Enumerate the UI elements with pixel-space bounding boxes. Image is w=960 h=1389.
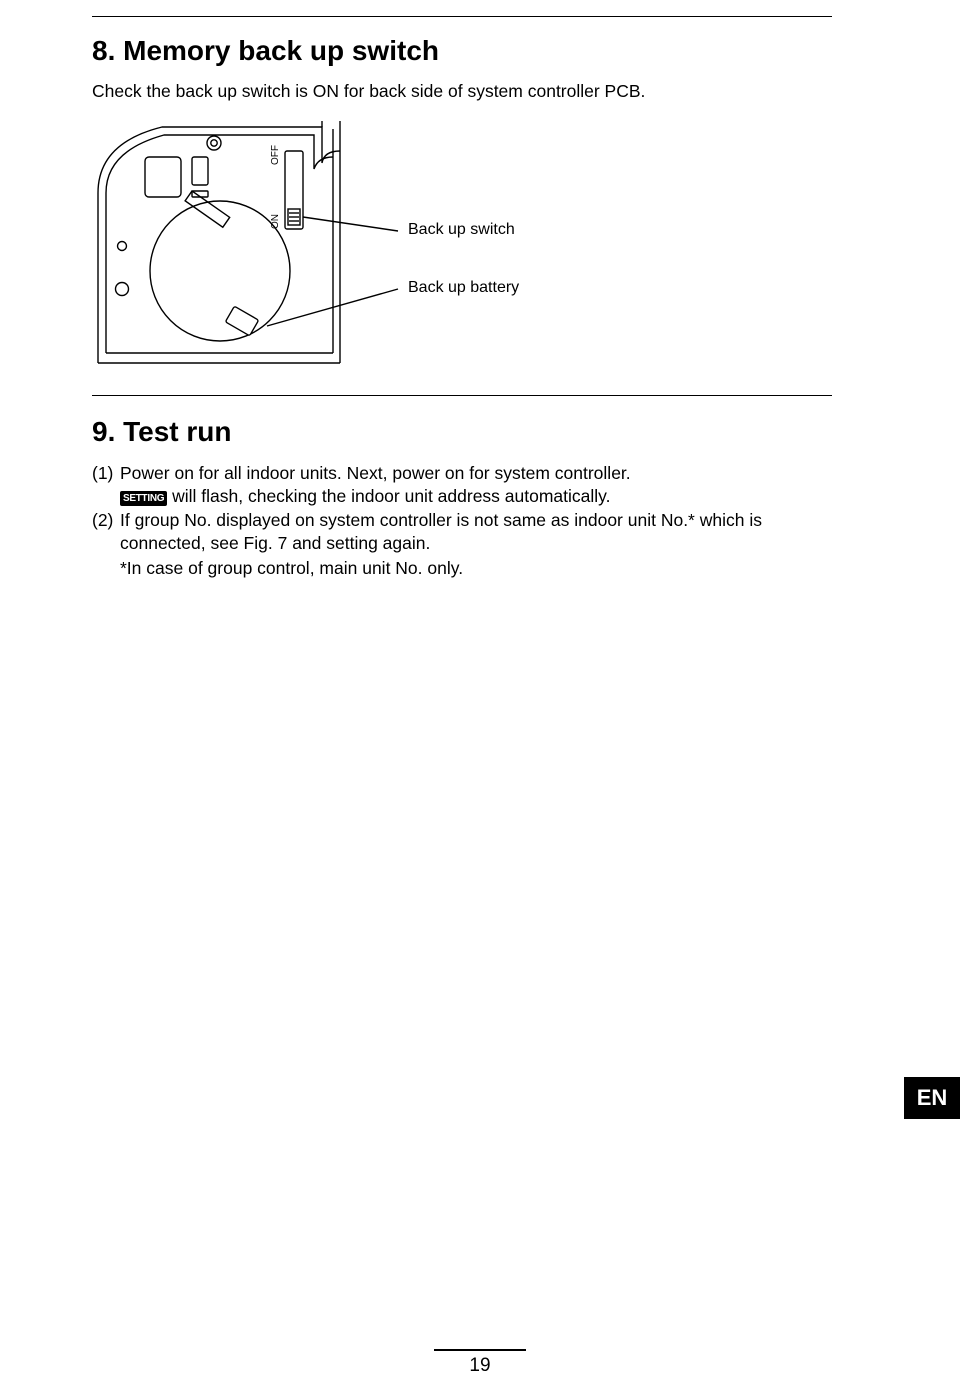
language-tab: EN xyxy=(904,1077,960,1119)
item1-line1: Power on for all indoor units. Next, pow… xyxy=(120,463,631,483)
section8-intro: Check the back up switch is ON for back … xyxy=(92,81,832,103)
page-number-rule xyxy=(434,1349,526,1351)
list-item-2: (2) If group No. displayed on system con… xyxy=(92,509,832,555)
pcb-diagram: OFF ON Back up switch Back up battery xyxy=(92,121,832,371)
list-marker-1: (1) xyxy=(92,462,120,508)
callout-backup-battery: Back up battery xyxy=(408,279,519,297)
section9-heading: 9. Test run xyxy=(92,416,832,448)
pcb-svg: OFF ON xyxy=(92,121,402,371)
list-item-1: (1) Power on for all indoor units. Next,… xyxy=(92,462,832,508)
top-rule xyxy=(92,16,832,17)
item1-line2: will flash, checking the indoor unit add… xyxy=(167,486,610,506)
mid-rule xyxy=(92,395,832,396)
section8-heading: 8. Memory back up switch xyxy=(92,35,832,67)
label-off: OFF xyxy=(270,145,281,165)
item2-note: *In case of group control, main unit No.… xyxy=(120,557,832,580)
item2-text: If group No. displayed on system control… xyxy=(120,510,762,553)
setting-badge: SETTING xyxy=(120,491,167,506)
callout-backup-switch: Back up switch xyxy=(408,221,515,239)
label-on: ON xyxy=(270,214,281,229)
page-number: 19 xyxy=(0,1355,960,1377)
page-number-region: 19 xyxy=(0,1349,960,1377)
list-marker-2: (2) xyxy=(92,509,120,555)
